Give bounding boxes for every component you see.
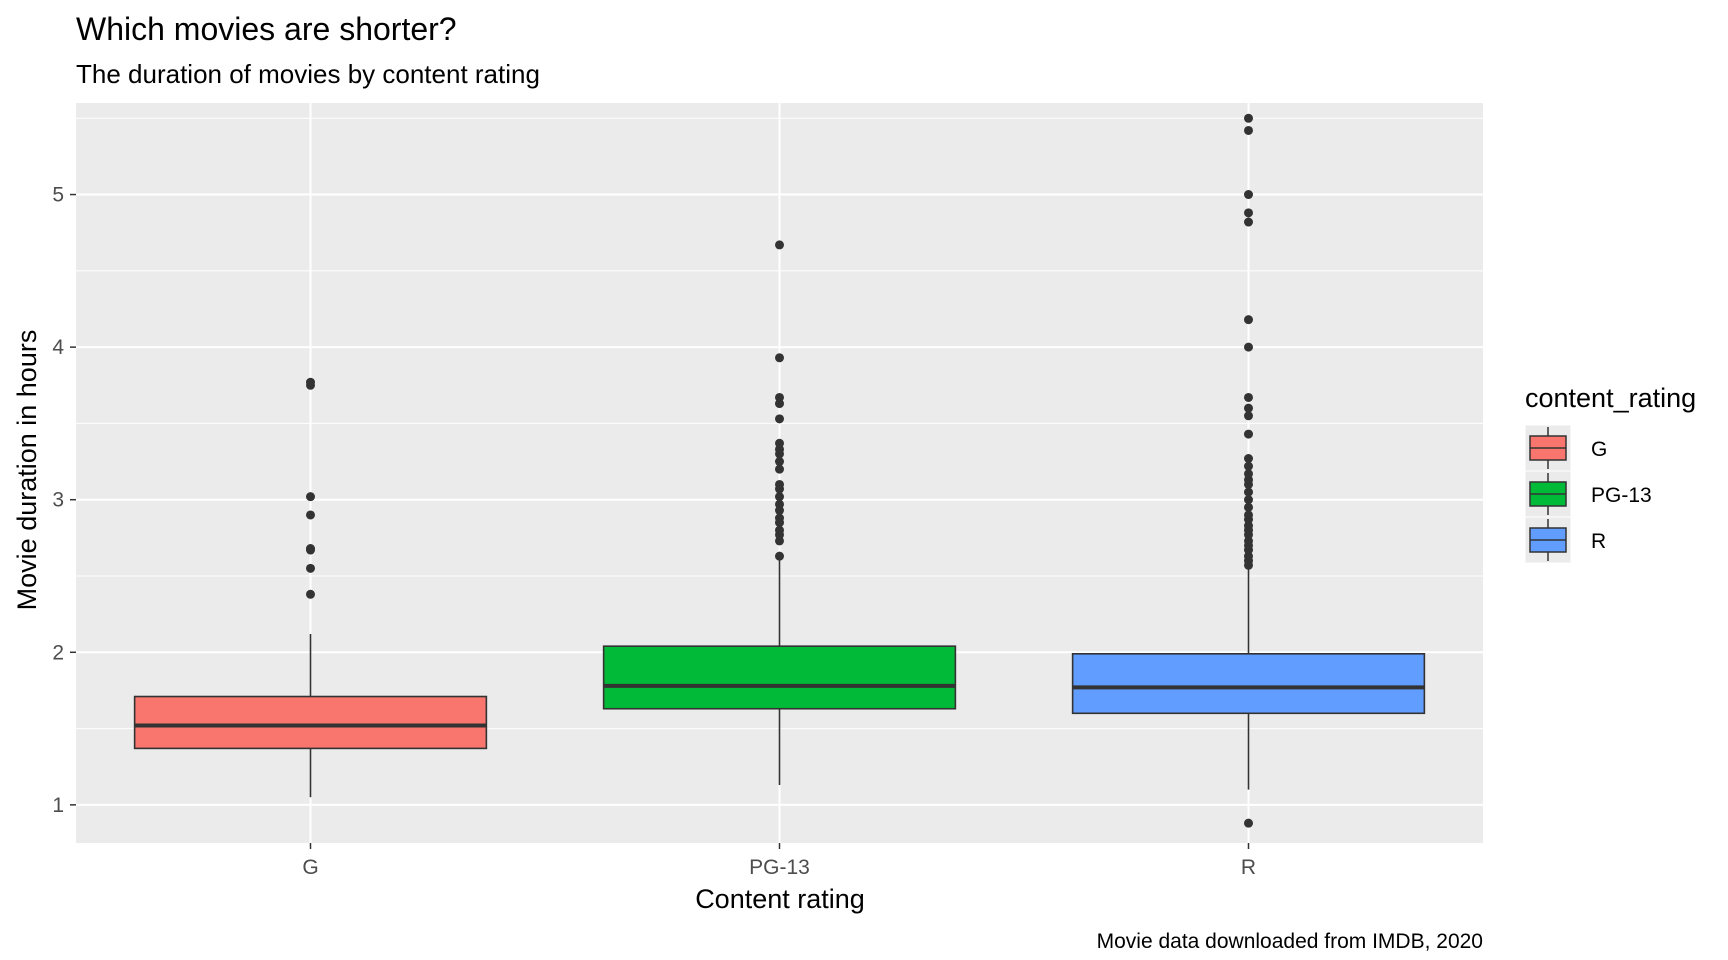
chart-caption: Movie data downloaded from IMDB, 2020	[1097, 930, 1483, 953]
outlier-point	[1244, 208, 1253, 218]
outlier-point	[775, 457, 784, 467]
chart-subtitle: The duration of movies by content rating	[76, 59, 540, 89]
x-tick-label: PG-13	[749, 856, 810, 879]
legend-item-g: G	[1524, 424, 1607, 472]
outlier-point	[775, 353, 784, 363]
outlier-point	[306, 492, 315, 502]
outlier-point	[1244, 190, 1253, 200]
outlier-point	[1244, 510, 1253, 520]
outlier-point	[1244, 125, 1253, 135]
y-axis: 1 2 3 4 5	[52, 184, 76, 817]
outlier-point	[1244, 217, 1253, 227]
outlier-point	[1244, 495, 1253, 505]
outlier-point	[775, 479, 784, 489]
legend-title: content_rating	[1525, 383, 1696, 413]
legend-label: PG-13	[1591, 484, 1652, 507]
outlier-point	[775, 551, 784, 561]
outlier-point	[1244, 429, 1253, 439]
box-group-r	[1071, 113, 1426, 828]
y-axis-title: Movie duration in hours	[12, 330, 42, 611]
outlier-point	[1244, 403, 1253, 413]
outlier-point	[1244, 454, 1253, 464]
legend: content_rating G PG-13 R	[1524, 383, 1696, 564]
box-group-g	[133, 377, 488, 798]
outlier-point	[1244, 469, 1253, 479]
outlier-point	[306, 589, 315, 599]
outlier-point	[306, 544, 315, 554]
outlier-point	[775, 525, 784, 535]
legend-label: R	[1591, 530, 1606, 553]
outlier-point	[1244, 411, 1253, 421]
outlier-point	[1244, 461, 1253, 471]
outlier-point	[775, 499, 784, 509]
y-tick-label: 4	[52, 336, 64, 359]
box-group-pg-13	[602, 240, 957, 786]
outlier-point	[775, 414, 784, 424]
box-r	[1071, 653, 1426, 715]
y-tick-label: 2	[52, 641, 64, 664]
outlier-point	[306, 510, 315, 520]
outlier-point	[1244, 342, 1253, 352]
outlier-point	[775, 392, 784, 402]
outlier-point	[306, 377, 315, 387]
outlier-point	[1244, 502, 1253, 512]
boxes-layer	[133, 113, 1426, 828]
x-axis-title: Content rating	[695, 884, 865, 914]
outlier-point	[1244, 392, 1253, 402]
legend-label: G	[1591, 438, 1607, 461]
outlier-point	[1244, 315, 1253, 325]
outlier-point	[775, 492, 784, 502]
x-tick-label: G	[302, 856, 318, 879]
outlier-point	[775, 240, 784, 250]
chart-title: Which movies are shorter?	[76, 11, 457, 47]
legend-item-r: R	[1524, 516, 1606, 564]
box-pg-13	[602, 645, 957, 710]
outlier-point	[775, 464, 784, 474]
y-tick-label: 3	[52, 489, 64, 512]
outlier-point	[1244, 818, 1253, 828]
outlier-point	[775, 513, 784, 523]
y-tick-label: 1	[52, 794, 64, 817]
outlier-point	[1244, 487, 1253, 497]
outlier-point	[1244, 113, 1253, 123]
box-g	[133, 695, 488, 750]
legend-item-pg-13: PG-13	[1524, 470, 1652, 518]
x-tick-label: R	[1241, 856, 1256, 879]
outlier-point	[775, 438, 784, 448]
y-tick-label: 5	[52, 184, 64, 207]
x-axis: G PG-13 R	[302, 843, 1256, 879]
outlier-point	[306, 563, 315, 573]
